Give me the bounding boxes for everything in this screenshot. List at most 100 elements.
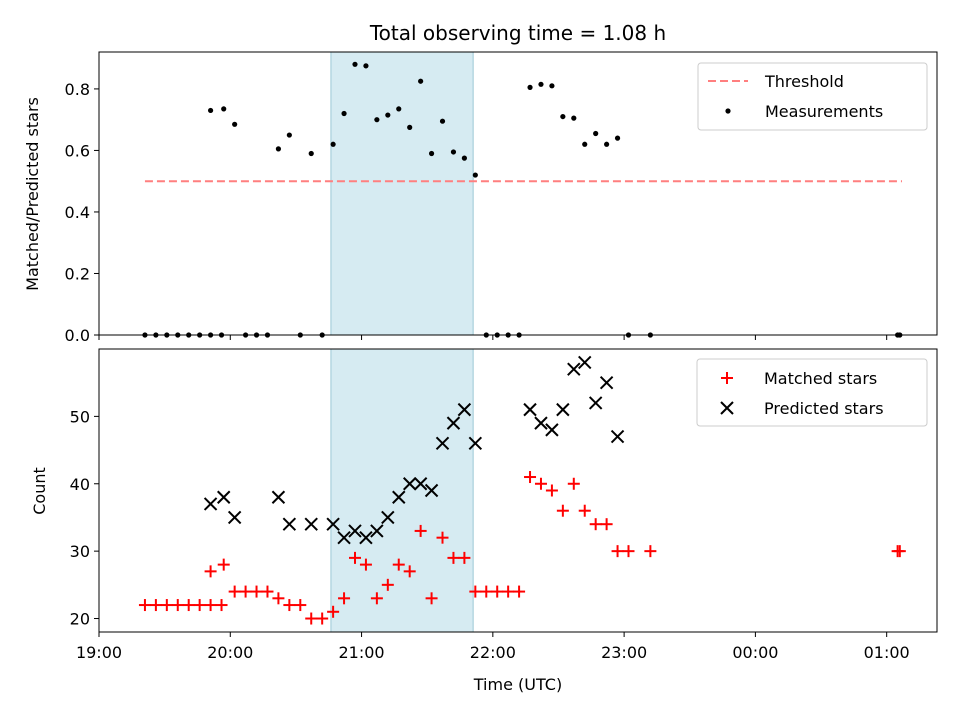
x-tick-label: 19:00 bbox=[76, 643, 122, 662]
measurement-point bbox=[593, 130, 599, 137]
y-tick-label: 0.4 bbox=[65, 203, 90, 222]
matched-star-point bbox=[447, 551, 460, 564]
matched-star-point bbox=[348, 551, 361, 564]
observing-interval-band bbox=[330, 51, 474, 336]
matched-star-point bbox=[513, 585, 526, 598]
matched-star-point bbox=[294, 599, 307, 612]
matched-star-point bbox=[338, 592, 351, 605]
predicted-star-point bbox=[392, 490, 406, 504]
y-tick-label: 0.0 bbox=[65, 326, 90, 345]
predicted-star-point bbox=[468, 436, 483, 451]
predicted-star-point bbox=[227, 510, 242, 525]
matched-star-point bbox=[272, 592, 285, 605]
measurement-point bbox=[275, 146, 282, 152]
y-tick-label: 20 bbox=[70, 610, 90, 629]
bottom-panel-xlabel: Time (UTC) bbox=[473, 675, 562, 694]
predicted-star-point bbox=[567, 362, 581, 376]
matched-star-point bbox=[893, 545, 906, 558]
matched-star-point bbox=[316, 612, 329, 625]
matched-star-point bbox=[480, 585, 493, 598]
predicted-star-point bbox=[359, 530, 373, 545]
predicted-star-point bbox=[217, 490, 231, 504]
top-legend-threshold-label: Threshold bbox=[764, 72, 844, 91]
x-tick-label: 21:00 bbox=[339, 643, 385, 662]
bottom-panel-frame bbox=[98, 348, 938, 633]
bottom-panel-matched-stars bbox=[138, 471, 906, 625]
x-tick-label: 23:00 bbox=[601, 643, 647, 662]
matched-star-point bbox=[458, 551, 471, 564]
matched-star-point bbox=[160, 599, 173, 612]
measurement-point bbox=[221, 106, 227, 112]
matched-star-point bbox=[644, 545, 657, 558]
measurement-point bbox=[450, 149, 457, 155]
x-tick-label: 22:00 bbox=[470, 643, 516, 662]
predicted-star-point bbox=[446, 416, 461, 430]
matched-star-point bbox=[327, 605, 340, 618]
predicted-star-point bbox=[203, 497, 218, 511]
matched-star-point bbox=[138, 599, 151, 612]
bottom-legend: Matched stars Predicted stars bbox=[696, 358, 928, 427]
measurement-point bbox=[560, 113, 566, 120]
y-tick-label: 40 bbox=[70, 475, 90, 494]
top-panel-frame bbox=[98, 51, 938, 336]
measurement-point bbox=[472, 172, 478, 178]
matched-star-point bbox=[217, 558, 230, 571]
measurement-point bbox=[527, 84, 533, 90]
measurement-point bbox=[538, 81, 544, 87]
predicted-star-point bbox=[271, 490, 286, 504]
top-legend-box bbox=[697, 62, 928, 131]
matched-star-point bbox=[193, 599, 206, 612]
top-panel-observing-interval bbox=[330, 51, 474, 336]
predicted-star-point bbox=[424, 483, 439, 498]
measurement-point bbox=[363, 63, 369, 69]
predicted-star-point bbox=[435, 436, 450, 451]
bottom-legend-box bbox=[696, 358, 928, 427]
matched-star-point bbox=[305, 612, 318, 625]
bottom-panel: 19:00 20:00 21:00 22:00 23:00 00:00 01:00 20 30 4… bbox=[30, 348, 938, 694]
matched-star-point bbox=[567, 477, 580, 490]
predicted-star-point bbox=[348, 524, 362, 538]
x-tick-label: 20:00 bbox=[207, 643, 253, 662]
matched-star-point bbox=[250, 585, 263, 598]
matched-star-point bbox=[403, 565, 416, 578]
matched-star-point bbox=[359, 558, 372, 571]
matched-star-point bbox=[436, 531, 449, 544]
matched-star-point bbox=[204, 565, 217, 578]
measurement-point bbox=[604, 141, 610, 147]
top-panel: 0.00.20.40.60.8 Matched/Predicted stars … bbox=[23, 51, 938, 345]
predicted-star-point bbox=[588, 396, 603, 410]
predicted-star-point bbox=[304, 517, 318, 531]
x-tick-label: 01:00 bbox=[864, 643, 910, 662]
y-tick-label: 0.8 bbox=[65, 80, 90, 99]
matched-star-point bbox=[545, 484, 558, 497]
measurement-point bbox=[352, 61, 358, 67]
measurement-point bbox=[418, 78, 424, 84]
predicted-star-point bbox=[326, 517, 340, 531]
matched-star-point bbox=[414, 524, 427, 537]
matched-star-point bbox=[502, 585, 515, 598]
predicted-star-point bbox=[282, 517, 297, 531]
measurement-point bbox=[614, 135, 621, 141]
matched-star-point bbox=[171, 599, 184, 612]
y-tick-label: 0.2 bbox=[65, 264, 90, 283]
bottom-legend-predicted-label: Predicted stars bbox=[764, 399, 884, 418]
predicted-star-point bbox=[599, 375, 614, 390]
x-tick-label: 00:00 bbox=[732, 643, 778, 662]
matched-star-point bbox=[261, 585, 274, 598]
measurement-point bbox=[439, 118, 446, 124]
predicted-star-point bbox=[370, 524, 384, 538]
measurement-point bbox=[461, 155, 467, 161]
bottom-panel-predicted-stars bbox=[203, 355, 625, 545]
measurement-point bbox=[407, 124, 413, 130]
bottom-panel-observing-interval bbox=[330, 348, 474, 633]
matched-star-point bbox=[425, 592, 438, 605]
bottom-legend-matched-swatch bbox=[721, 372, 733, 384]
matched-star-point bbox=[622, 545, 635, 558]
predicted-star-point bbox=[457, 402, 472, 417]
predicted-star-point bbox=[402, 477, 417, 491]
chart-title: Total observing time = 1.08 h bbox=[369, 21, 666, 45]
matched-star-point bbox=[182, 599, 195, 612]
bottom-legend-matched-label: Matched stars bbox=[764, 369, 877, 388]
measurement-point bbox=[232, 121, 238, 127]
